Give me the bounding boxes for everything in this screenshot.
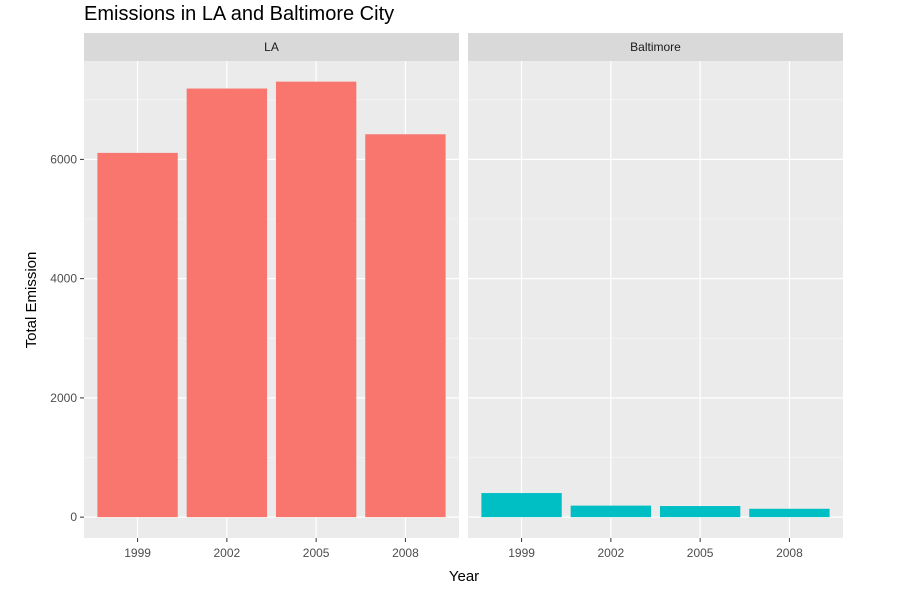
x-tick-label-1999: 1999 [508,546,535,560]
x-tick-label-2008: 2008 [776,546,803,560]
x-tick-label-1999: 1999 [124,546,151,560]
panel-baltimore: Baltimore 1999 2002 2005 2008 [468,33,843,560]
x-tick-label-2002: 2002 [598,546,625,560]
y-tick-label-6000: 6000 [50,152,77,166]
bar-baltimore-1999 [481,493,562,518]
y-tick-label-4000: 4000 [50,272,77,286]
y-axis-title: Total Emission [23,252,40,349]
y-tick-label-2000: 2000 [50,391,77,405]
x-tick-label-2005: 2005 [687,546,714,560]
x-tick-label-2008: 2008 [392,546,419,560]
panel-la: LA 1999 2002 2005 2008 [84,33,459,560]
bar-baltimore-2008 [749,508,830,518]
panel-background [468,61,843,538]
bar-la-2008 [365,134,446,518]
x-tick-label-2002: 2002 [214,546,241,560]
x-axis-title: Year [449,568,479,585]
bar-baltimore-2005 [659,506,741,518]
x-tick-label-2005: 2005 [303,546,330,560]
panel-strip-label: Baltimore [630,40,681,54]
bar-la-2005 [275,81,357,518]
bar-la-2002 [186,88,268,518]
panel-strip [84,33,459,61]
panel-strip [468,33,843,61]
y-tick-label-0: 0 [70,510,77,524]
panel-strip-label: LA [264,40,279,54]
chart-title: Emissions in LA and Baltimore City [84,3,394,25]
bar-la-1999 [97,152,178,518]
bar-baltimore-2002 [570,505,652,518]
